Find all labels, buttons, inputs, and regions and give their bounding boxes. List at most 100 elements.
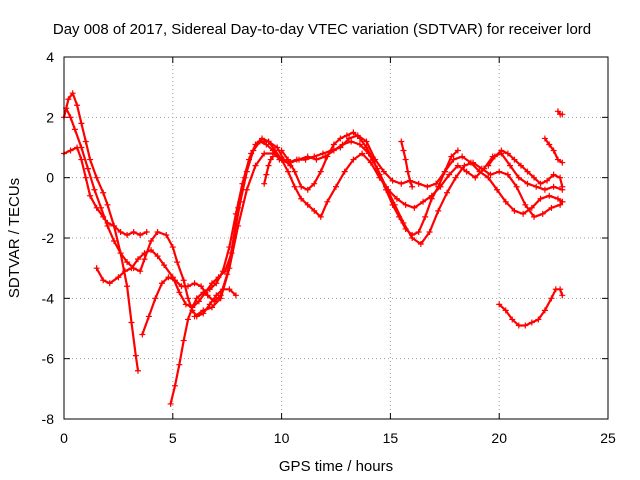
data-point: [343, 132, 350, 139]
data-point: [291, 183, 298, 190]
data-point: [435, 183, 442, 190]
data-point: [426, 228, 433, 235]
data-point: [78, 120, 85, 127]
data-point: [546, 141, 553, 148]
data-point: [67, 147, 74, 154]
data-point: [546, 192, 553, 199]
data-point: [350, 156, 357, 163]
data-point: [235, 222, 242, 229]
data-point: [104, 201, 111, 208]
y-tick-label: -4: [42, 290, 55, 306]
data-point: [415, 228, 422, 235]
data-point: [515, 322, 522, 329]
data-point: [148, 238, 155, 245]
data-point: [554, 195, 561, 202]
plot-frame: [63, 56, 609, 420]
data-point: [550, 171, 557, 178]
data-point: [265, 138, 272, 145]
data-point: [402, 201, 409, 208]
data-point: [82, 138, 89, 145]
data-point: [524, 180, 531, 187]
data-point: [494, 186, 501, 193]
data-point: [359, 150, 366, 157]
data-point: [446, 171, 453, 178]
series-track-13: [398, 138, 416, 190]
data-point: [415, 180, 422, 187]
data-point: [496, 301, 503, 308]
data-point: [313, 156, 320, 163]
y-tick-label: 4: [46, 49, 54, 65]
data-point: [74, 102, 81, 109]
y-tick-labels: -8 -6 -4 -2 0 2 4: [42, 49, 55, 427]
data-point: [161, 262, 168, 269]
data-point: [137, 268, 144, 275]
data-point: [100, 277, 107, 284]
data-point: [269, 153, 276, 160]
data-point: [298, 183, 305, 190]
data-point: [435, 207, 442, 214]
data-point: [278, 156, 285, 163]
x-tick-label: 20: [491, 430, 507, 446]
data-point: [491, 153, 498, 160]
data-point: [232, 210, 239, 217]
series-track-12: [496, 286, 566, 329]
data-point: [169, 244, 176, 251]
data-point: [522, 322, 529, 329]
data-point: [185, 295, 192, 302]
data-point: [367, 159, 374, 166]
data-point: [472, 174, 479, 181]
data-point: [117, 228, 124, 235]
data-point: [459, 153, 466, 160]
data-point: [513, 183, 520, 190]
data-point: [319, 150, 326, 157]
data-point: [350, 129, 357, 136]
data-point: [87, 192, 94, 199]
data-point: [454, 147, 461, 154]
x-axis-label: GPS time / hours: [279, 458, 393, 475]
x-tick-label: 5: [169, 430, 177, 446]
data-point: [485, 174, 492, 181]
data-point: [100, 189, 107, 196]
data-point: [317, 213, 324, 220]
data-point: [452, 174, 459, 181]
data-point: [559, 198, 566, 205]
data-point: [87, 156, 94, 163]
data-point: [454, 162, 461, 169]
data-point: [69, 90, 76, 97]
data-point: [208, 304, 215, 311]
series-track-1: [61, 90, 141, 374]
y-axis-label: SDTVAR / TECUs: [6, 178, 23, 298]
data-point: [106, 280, 113, 287]
data-point: [400, 147, 407, 154]
data-point: [402, 156, 409, 163]
data-point: [363, 144, 370, 151]
data-point: [463, 168, 470, 175]
data-point: [132, 352, 139, 359]
data-point: [206, 301, 213, 308]
data-point: [111, 238, 118, 245]
data-point: [317, 168, 324, 175]
data-point: [398, 138, 405, 145]
data-point: [524, 168, 531, 175]
data-point: [272, 147, 279, 154]
data-point: [550, 147, 557, 154]
data-point: [420, 198, 427, 205]
data-point: [145, 313, 152, 320]
series-track-14: [261, 153, 276, 187]
data-point: [376, 171, 383, 178]
series-track-2: [61, 144, 150, 238]
data-point: [239, 180, 246, 187]
data-point: [134, 256, 141, 263]
data-point: [404, 168, 411, 175]
data-point: [554, 108, 561, 115]
data-point: [232, 292, 239, 299]
data-point: [504, 150, 511, 157]
data-point: [263, 171, 270, 178]
y-tick-label: 0: [46, 170, 54, 186]
data-point: [278, 147, 285, 154]
data-point: [539, 210, 546, 217]
data-point: [559, 292, 566, 299]
data-point: [111, 222, 118, 229]
series-line: [263, 155, 274, 185]
